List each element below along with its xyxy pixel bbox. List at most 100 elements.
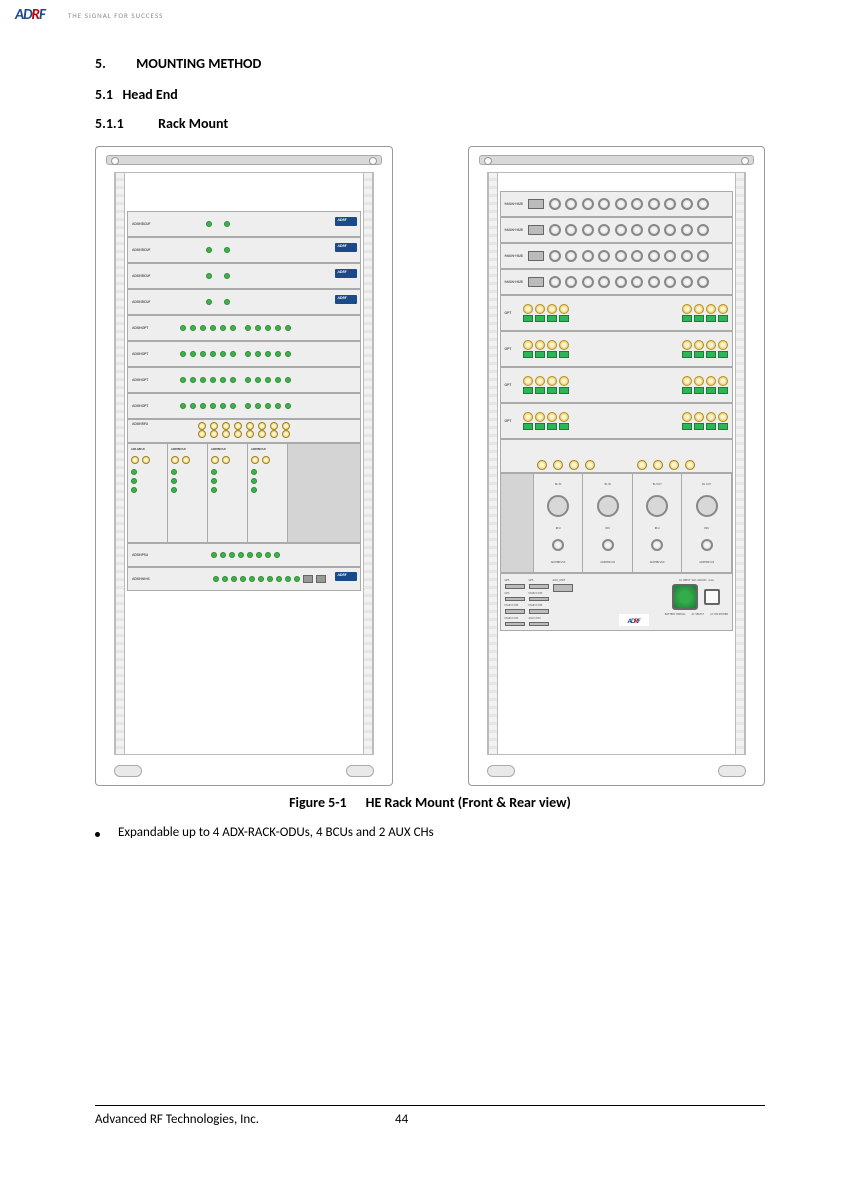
led-icon [211,469,217,475]
n-connector-icon [648,250,660,262]
rack-feet [487,765,747,779]
led-icon [251,478,257,484]
sfp-port-icon [718,315,728,322]
sma-connector-icon [258,430,266,438]
sfp-port-icon [694,315,704,322]
ctrl-col-power: AC INPUT 100–240VAC, 3.6A BATTERY INSTAL… [665,578,728,626]
card-model: ADX-ABFUF [131,447,164,451]
card-model: ADXHBFVUF [211,447,244,451]
n-connector-icon [615,250,627,262]
n-connector-icon [615,276,627,288]
unit-model: ADXHOPT [132,352,148,357]
led-icon [220,325,226,331]
sfp-port-icon [718,351,728,358]
n-connector-icon [549,198,561,210]
subsection-title-text: Head End [122,86,177,103]
sma-connector-icon [234,422,242,430]
unit-model: OPT [505,383,512,388]
sma-connector-icon [553,460,563,470]
rear-psu-blank [501,474,534,572]
bcu-unit: ADXHBCUF [127,211,361,237]
led-icon [276,576,282,582]
sfp-group [682,412,728,430]
unit-model: ADXHOPT [132,404,148,409]
opt-unit: ADXHOPT [127,367,361,393]
rear-psu-card: BL OUT RFU ADXHBFVUF [682,474,732,572]
sma-connector-icon [535,376,545,386]
sma-connector-icon [547,412,557,422]
led-icon [245,351,251,357]
sma-connector-icon [706,340,716,350]
n-connector-icon [697,250,709,262]
sma-connector-icon [682,304,692,314]
sfp-row [523,423,569,430]
led-icon [213,576,219,582]
card-model: ADXHBFVUF [551,560,566,564]
led-group [206,299,230,305]
led-icon [220,377,226,383]
section-title-text: MOUNTING METHOD [136,55,261,72]
con-group [648,198,676,210]
sfp-port-icon [547,315,557,322]
unit-model: OPT [505,347,512,352]
fan-icon [696,495,718,517]
led-icon [265,377,271,383]
card-cage: ADX-ABFUF ADXHBFVUF [127,443,361,543]
led-icon [230,403,236,409]
n-connector-icon [549,224,561,236]
card-model: ADXHBFVUF [171,447,204,451]
subsubsection-title-text: Rack Mount [158,115,228,132]
rack-front-view: ADXHBCUF ADXHBCUF ADXHBCUF [95,146,393,786]
logo-part-r: R [32,6,39,24]
sfp-group [523,376,569,394]
card-mid-label: RFU [556,526,561,530]
sma-connector-icon [547,340,557,350]
card-led [211,469,244,475]
sma-connector-icon [718,412,728,422]
con-group [648,250,676,262]
rack-body: MAIN-HUB MAIN-HUB [487,172,747,755]
adrf-badge-icon [335,217,357,226]
sfp-group [682,304,728,322]
sfp-group [523,412,569,430]
sma-connector-icon [211,456,219,464]
unit-model: ADXHBCUF [132,222,150,227]
led-group [206,273,230,279]
n-connector-icon [648,198,660,210]
main-hub-unit: MAIN-HUB [500,191,734,217]
rear-psu-area: BL IN RFU ADXHBFVUF BL IN RFU [500,473,734,573]
sma-connector-icon [131,456,139,464]
card-slot-empty [288,444,360,542]
led-icon [220,552,226,558]
sma-connector-icon [585,460,595,470]
con-group [681,276,709,288]
n-connector-icon [631,276,643,288]
nms-unit: ADXHNMS [127,567,361,591]
rack-rail-right [735,173,745,754]
logo-part-ad: AD [15,6,32,24]
led-icon [245,325,251,331]
led-icon [240,576,246,582]
sfp-port-icon [523,387,533,394]
main-hub-unit: MAIN-HUB [500,269,734,295]
card-cons [131,456,164,464]
sfp-port-icon [706,423,716,430]
n-connector-icon [697,198,709,210]
rj45-port-icon [505,609,525,614]
rj45-port-icon [529,622,549,627]
footer-page-number: 44 [395,1112,408,1127]
unit-model: MAIN-HUB [505,280,523,285]
sfp-port-icon [559,387,569,394]
dsub-port-icon [528,225,544,235]
sma-connector-icon [270,422,278,430]
bullet-dot-icon [95,832,100,837]
n-connector-icon [598,198,610,210]
rack-top-bar [106,155,382,165]
sfp-row [682,376,728,386]
sfp-port-icon [706,351,716,358]
bcu-unit: ADXHBCUF [127,263,361,289]
rack-rail-left [115,173,125,754]
card-led [171,487,204,493]
ctrl-label: MAIN COM [505,603,525,607]
led-icon [275,351,281,357]
